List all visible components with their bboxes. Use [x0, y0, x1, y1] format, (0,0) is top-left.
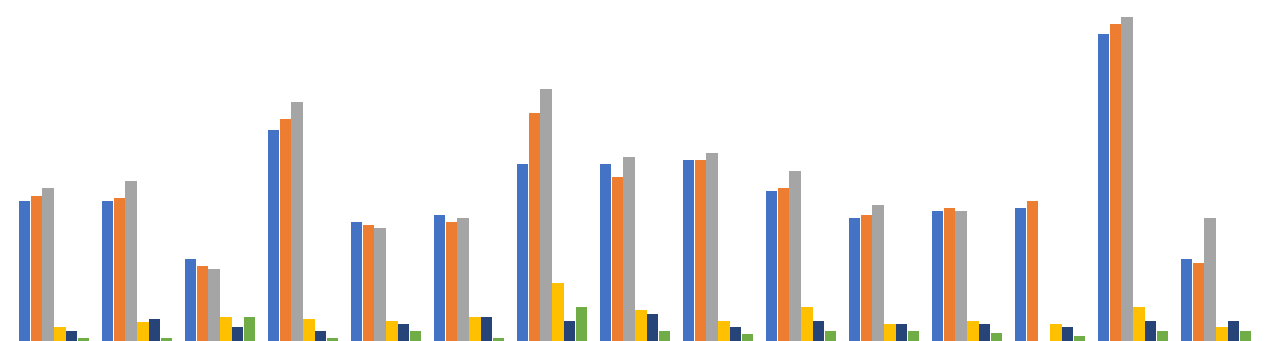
Bar — [351, 222, 362, 341]
Bar — [1181, 259, 1193, 341]
Bar — [718, 321, 729, 341]
Bar — [541, 89, 552, 341]
Bar — [197, 266, 208, 341]
Bar — [979, 324, 991, 341]
Bar — [291, 102, 302, 341]
Bar — [1073, 336, 1085, 341]
Bar — [375, 228, 386, 341]
Bar — [113, 198, 124, 341]
Bar — [1026, 201, 1038, 341]
Bar — [1015, 208, 1026, 341]
Bar — [481, 317, 493, 341]
Bar — [1050, 324, 1062, 341]
Bar — [635, 310, 646, 341]
Bar — [528, 113, 540, 341]
Bar — [908, 331, 919, 341]
Bar — [1228, 321, 1240, 341]
Bar — [1193, 263, 1204, 341]
Bar — [564, 321, 575, 341]
Bar — [386, 321, 398, 341]
Bar — [683, 160, 695, 341]
Bar — [695, 160, 706, 341]
Bar — [1062, 327, 1073, 341]
Bar — [991, 333, 1002, 341]
Bar — [42, 188, 53, 341]
Bar — [624, 157, 635, 341]
Bar — [955, 211, 966, 341]
Bar — [493, 338, 504, 341]
Bar — [232, 327, 244, 341]
Bar — [208, 269, 220, 341]
Bar — [398, 324, 409, 341]
Bar — [102, 201, 113, 341]
Bar — [66, 331, 77, 341]
Bar — [268, 130, 279, 341]
Bar — [1146, 321, 1157, 341]
Bar — [777, 188, 789, 341]
Bar — [1110, 24, 1121, 341]
Bar — [363, 225, 375, 341]
Bar — [552, 283, 564, 341]
Bar — [646, 314, 658, 341]
Bar — [55, 327, 66, 341]
Bar — [944, 208, 955, 341]
Bar — [1157, 331, 1168, 341]
Bar — [126, 181, 137, 341]
Bar — [315, 331, 326, 341]
Bar — [801, 307, 813, 341]
Bar — [326, 338, 338, 341]
Bar — [457, 218, 469, 341]
Bar — [1204, 218, 1215, 341]
Bar — [895, 324, 907, 341]
Bar — [19, 201, 30, 341]
Bar — [813, 321, 824, 341]
Bar — [30, 196, 42, 341]
Bar — [766, 191, 777, 341]
Bar — [410, 331, 422, 341]
Bar — [469, 317, 480, 341]
Bar — [790, 170, 801, 341]
Bar — [279, 119, 291, 341]
Bar — [77, 338, 89, 341]
Bar — [1121, 17, 1133, 341]
Bar — [884, 324, 895, 341]
Bar — [575, 307, 587, 341]
Bar — [446, 222, 457, 341]
Bar — [612, 177, 624, 341]
Bar — [220, 317, 231, 341]
Bar — [517, 164, 528, 341]
Bar — [1099, 34, 1109, 341]
Bar — [161, 338, 171, 341]
Bar — [968, 321, 979, 341]
Bar — [861, 215, 872, 341]
Bar — [742, 334, 753, 341]
Bar — [434, 215, 446, 341]
Bar — [1217, 327, 1228, 341]
Bar — [824, 331, 836, 341]
Bar — [1240, 331, 1251, 341]
Bar — [149, 319, 160, 341]
Bar — [848, 218, 860, 341]
Bar — [730, 327, 742, 341]
Bar — [659, 331, 671, 341]
Bar — [304, 319, 315, 341]
Bar — [872, 205, 884, 341]
Bar — [599, 164, 611, 341]
Bar — [706, 153, 718, 341]
Bar — [932, 211, 944, 341]
Bar — [137, 322, 149, 341]
Bar — [1133, 307, 1144, 341]
Bar — [244, 317, 255, 341]
Bar — [185, 259, 197, 341]
